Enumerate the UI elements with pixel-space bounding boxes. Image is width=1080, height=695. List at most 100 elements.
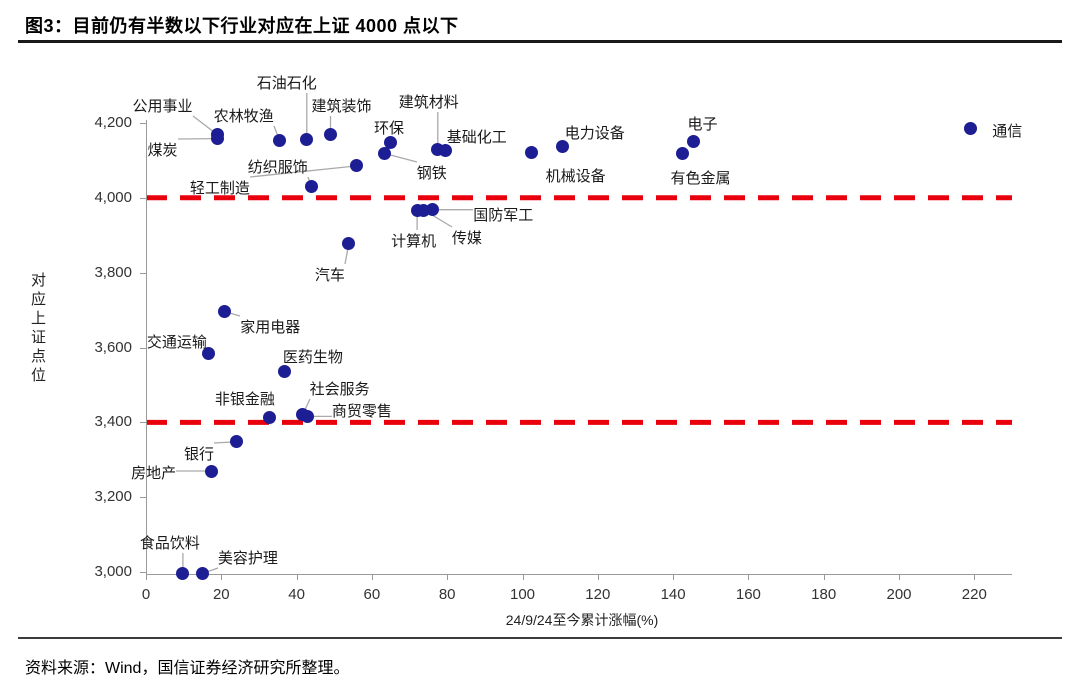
data-point bbox=[687, 135, 700, 149]
x-tick-label: 0 bbox=[141, 586, 151, 603]
data-point-label: 钢铁 bbox=[416, 164, 447, 182]
x-tick-label: 200 bbox=[886, 586, 912, 603]
x-tick-label: 80 bbox=[438, 586, 456, 603]
data-point-label: 非银金融 bbox=[214, 390, 275, 408]
data-point bbox=[324, 127, 337, 141]
data-point bbox=[176, 566, 190, 580]
x-tick-label: 120 bbox=[585, 586, 611, 603]
data-point bbox=[378, 147, 392, 160]
y-tick-mark bbox=[140, 122, 146, 124]
data-point bbox=[273, 134, 287, 148]
x-tick-mark bbox=[748, 574, 750, 580]
x-tick-label: 20 bbox=[212, 586, 230, 603]
source-note: 资料来源：Wind，国信证券经济研究所整理。 bbox=[25, 660, 350, 677]
x-tick-label: 160 bbox=[735, 586, 761, 603]
data-point-label: 建筑材料 bbox=[398, 93, 459, 111]
data-point bbox=[202, 347, 216, 361]
data-point bbox=[217, 305, 231, 318]
data-point-label: 石油石化 bbox=[256, 74, 317, 92]
data-point-label: 商贸零售 bbox=[331, 403, 392, 421]
data-point-label: 交通运输 bbox=[146, 333, 207, 351]
x-tick-mark bbox=[974, 574, 976, 580]
data-point bbox=[211, 132, 224, 146]
y-tick-label: 3,800 bbox=[94, 263, 132, 281]
data-point bbox=[301, 409, 315, 423]
data-point bbox=[556, 140, 570, 154]
data-point bbox=[278, 365, 292, 379]
label-leader-line bbox=[249, 165, 357, 178]
data-point-label: 环保 bbox=[374, 119, 405, 137]
x-tick-mark bbox=[221, 574, 223, 580]
data-point bbox=[525, 146, 539, 160]
data-point-label: 传媒 bbox=[451, 230, 482, 248]
x-tick-label: 60 bbox=[363, 586, 381, 603]
x-tick-mark bbox=[673, 574, 675, 580]
data-point-label: 社会服务 bbox=[309, 380, 370, 398]
data-point-label: 房地产 bbox=[131, 465, 177, 482]
x-axis-title: 24/9/24至今累计涨幅(%) bbox=[505, 612, 659, 628]
x-axis-line bbox=[146, 574, 1012, 575]
data-point bbox=[439, 144, 453, 157]
data-point-label: 汽车 bbox=[314, 267, 345, 285]
data-point-label: 电力设备 bbox=[564, 124, 625, 142]
x-tick-label: 180 bbox=[811, 586, 837, 603]
y-tick-label: 3,200 bbox=[94, 488, 132, 506]
x-tick-mark bbox=[371, 574, 373, 580]
data-point-label: 通信 bbox=[992, 122, 1023, 140]
data-point-label: 家用电器 bbox=[240, 318, 301, 336]
x-tick-mark bbox=[522, 574, 524, 580]
y-tick-label: 4,200 bbox=[94, 113, 132, 131]
x-tick-label: 140 bbox=[660, 586, 686, 603]
data-point-label: 电子 bbox=[687, 115, 718, 133]
data-point bbox=[342, 236, 356, 250]
data-point-label: 计算机 bbox=[391, 233, 437, 251]
x-tick-mark bbox=[597, 574, 599, 580]
data-point-label: 煤炭 bbox=[147, 141, 178, 159]
x-tick-mark bbox=[823, 574, 825, 580]
y-axis-title: 对应上证点位 bbox=[29, 272, 46, 386]
title-divider bbox=[18, 40, 1062, 43]
data-point-label: 纺织服饰 bbox=[247, 158, 308, 176]
data-point-label: 公用事业 bbox=[132, 97, 193, 115]
data-point bbox=[350, 159, 364, 173]
y-tick-mark bbox=[140, 347, 146, 349]
data-point-label: 医药生物 bbox=[282, 348, 343, 366]
data-point-label: 轻工制造 bbox=[189, 179, 250, 197]
data-point-label: 农林牧渔 bbox=[213, 107, 274, 125]
data-point bbox=[196, 566, 210, 580]
data-point-label: 基础化工 bbox=[446, 128, 507, 146]
data-point bbox=[963, 122, 977, 136]
y-tick-label: 3,600 bbox=[94, 338, 132, 356]
data-point-label: 机械设备 bbox=[545, 167, 606, 185]
data-point bbox=[263, 411, 277, 424]
data-point bbox=[417, 203, 431, 217]
y-tick-mark bbox=[140, 197, 146, 199]
y-tick-mark bbox=[140, 272, 146, 274]
y-tick-mark bbox=[140, 422, 146, 424]
figure-bottom-divider bbox=[18, 637, 1062, 639]
data-point-label: 银行 bbox=[184, 445, 215, 463]
x-tick-label: 100 bbox=[509, 586, 536, 603]
y-tick-label: 3,400 bbox=[94, 413, 132, 431]
y-tick-label: 4,000 bbox=[94, 188, 132, 206]
y-tick-label: 3,000 bbox=[94, 563, 132, 581]
x-tick-mark bbox=[146, 574, 147, 580]
data-point bbox=[229, 435, 243, 449]
x-tick-mark bbox=[447, 574, 449, 580]
y-tick-mark bbox=[140, 497, 146, 499]
x-tick-label: 220 bbox=[961, 586, 987, 603]
data-point-label: 食品饮料 bbox=[139, 535, 200, 553]
x-tick-label: 40 bbox=[288, 586, 305, 603]
x-tick-mark bbox=[899, 574, 900, 580]
data-point bbox=[676, 147, 689, 161]
data-point bbox=[305, 180, 319, 194]
y-tick-mark bbox=[140, 572, 146, 574]
x-tick-mark bbox=[296, 574, 298, 580]
data-point-label: 建筑装饰 bbox=[311, 98, 372, 116]
y-axis-line bbox=[146, 120, 147, 574]
data-point bbox=[204, 464, 218, 478]
figure-title: 图3：目前仍有半数以下行业对应在上证 4000 点以下 bbox=[25, 16, 459, 36]
data-point bbox=[383, 136, 397, 150]
